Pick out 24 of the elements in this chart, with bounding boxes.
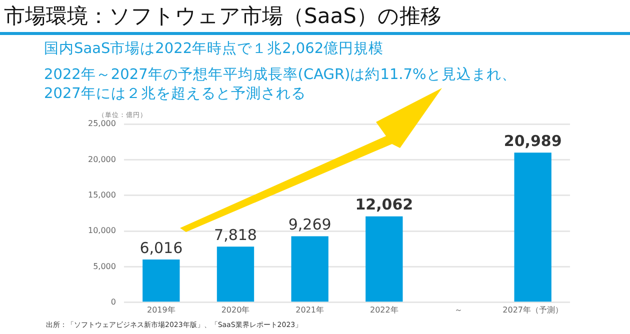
y-tick-label: 0 [110,297,116,306]
x-tick-label: 2019年 [146,305,176,314]
data-label: 9,269 [288,216,332,234]
data-label: 12,062 [355,196,414,214]
y-tick-label: 20,000 [88,154,116,164]
y-tick-label: 5,000 [93,262,116,271]
chart-title: 市場環境：ソフトウェア市場（SaaS）の推移 [4,3,442,30]
bar [291,236,328,302]
x-tick-label: 2027年（予測） [502,305,564,314]
chart-subtitle: 国内SaaS市場は2022年時点で１兆2,062億円規模 2022年～2027年の予想年平均成長率(CAGR)は約11.7%と見込まれ、 2027年には２兆を超えると予測される [44,40,516,104]
y-tick-label: 15,000 [88,190,116,200]
bar [514,152,552,302]
x-tick-label: 2022年 [370,305,398,314]
x-tick-label: 2020年 [221,305,250,314]
x-tick-label: 2021年 [296,305,324,314]
bar [142,259,180,302]
bar [216,246,254,302]
x-tick-label: ～ [454,305,462,314]
data-label: 6,016 [140,238,183,257]
data-label: 20,989 [504,132,562,150]
bar [366,216,403,302]
data-label: 7,818 [214,226,257,244]
y-tick-label: 10,000 [88,226,116,236]
y-tick-label: 25,000 [88,119,116,128]
